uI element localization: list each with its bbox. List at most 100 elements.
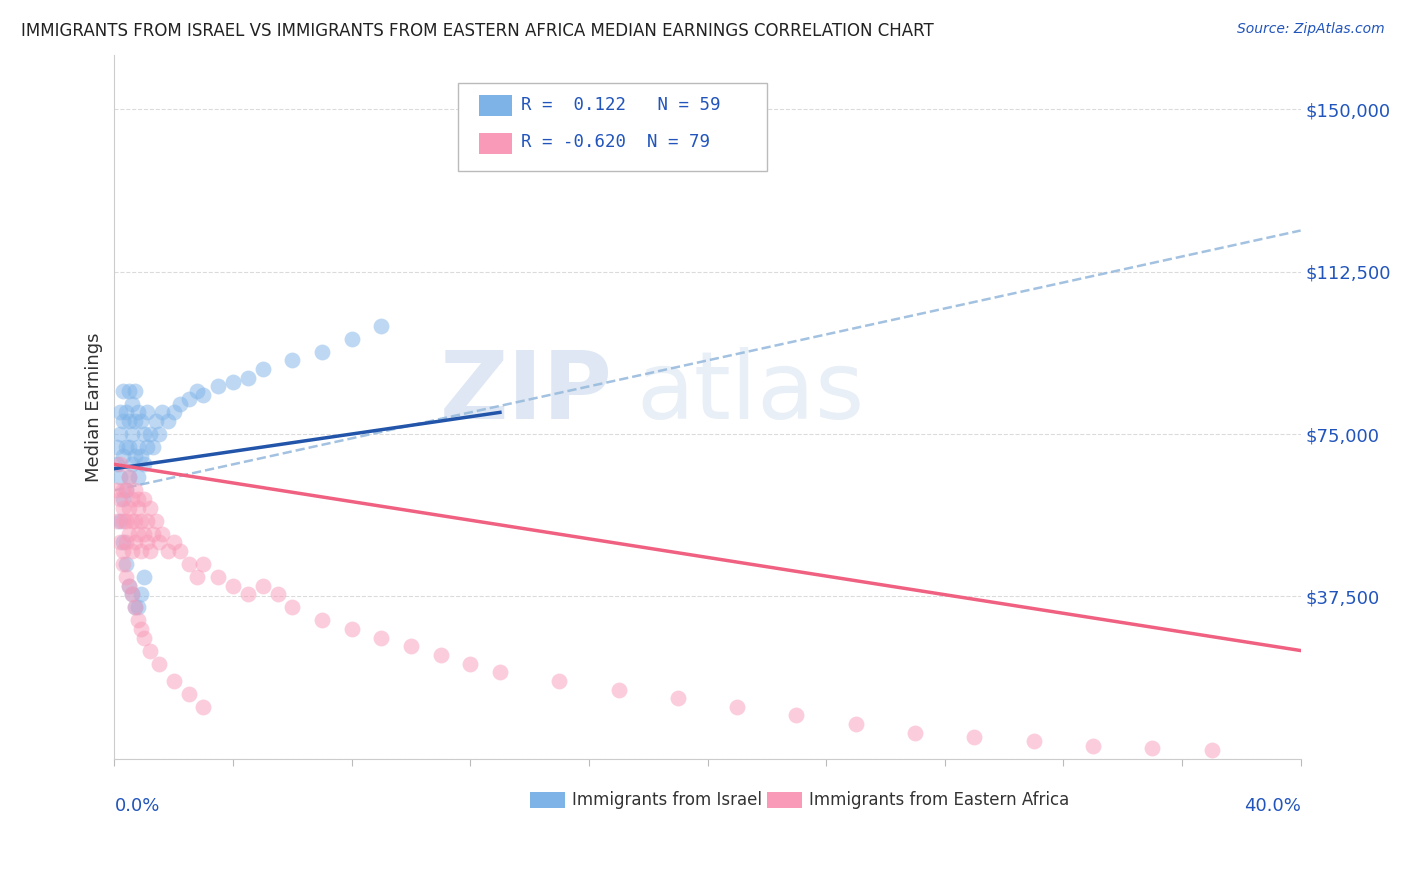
Text: ZIP: ZIP (440, 347, 613, 439)
Text: R =  0.122   N = 59: R = 0.122 N = 59 (522, 96, 721, 114)
Point (607, 682, 630, 697)
Point (132, 631, 155, 645)
Point (118, 440, 141, 454)
FancyBboxPatch shape (458, 83, 766, 171)
Point (340, 332, 363, 346)
Point (207, 570, 229, 584)
Point (129, 622, 152, 636)
Point (124, 384, 146, 398)
Point (136, 440, 159, 454)
Point (127, 500, 149, 515)
Point (311, 344, 333, 359)
Point (145, 514, 167, 528)
Point (145, 414, 167, 428)
Point (139, 500, 162, 515)
Point (186, 570, 208, 584)
Point (121, 544, 143, 558)
Point (139, 427, 162, 442)
Point (118, 470, 141, 484)
Point (115, 535, 138, 549)
Point (110, 514, 132, 528)
Point (266, 587, 288, 601)
Point (340, 622, 363, 636)
Point (148, 427, 170, 442)
Point (281, 353, 304, 368)
Point (121, 587, 143, 601)
Bar (478, 95, 512, 116)
Point (105, 440, 128, 454)
Text: 0.0%: 0.0% (114, 797, 160, 815)
Point (222, 375, 245, 389)
Text: Source: ZipAtlas.com: Source: ZipAtlas.com (1237, 22, 1385, 37)
Point (963, 730, 986, 744)
Point (115, 440, 138, 454)
Point (121, 458, 143, 472)
Point (139, 544, 162, 558)
Point (156, 414, 179, 428)
Point (142, 526, 165, 541)
Point (127, 600, 149, 615)
Point (207, 379, 229, 393)
Point (112, 535, 135, 549)
Point (124, 449, 146, 463)
Point (129, 414, 152, 428)
Point (112, 449, 135, 463)
Point (139, 643, 162, 657)
Point (118, 470, 141, 484)
Point (132, 458, 155, 472)
Point (110, 427, 132, 442)
Point (177, 392, 200, 407)
Point (129, 514, 152, 528)
Bar (766, 792, 801, 808)
Point (132, 427, 155, 442)
Point (725, 699, 748, 714)
Point (110, 405, 132, 419)
Point (193, 388, 215, 402)
Point (163, 535, 186, 549)
Point (148, 535, 170, 549)
Point (127, 405, 149, 419)
Text: Immigrants from Israel: Immigrants from Israel (572, 791, 762, 809)
Point (112, 414, 135, 428)
Text: atlas: atlas (637, 347, 865, 439)
Point (1022, 734, 1045, 748)
Point (399, 639, 422, 653)
Point (115, 483, 138, 498)
Point (121, 587, 143, 601)
Point (236, 370, 259, 384)
Point (118, 578, 141, 592)
Point (252, 578, 274, 592)
Point (177, 557, 200, 571)
Point (311, 613, 333, 627)
Point (121, 397, 143, 411)
Point (132, 570, 155, 584)
Point (118, 414, 141, 428)
Point (112, 491, 135, 506)
Text: IMMIGRANTS FROM ISRAEL VS IMMIGRANTS FROM EASTERN AFRICA MEDIAN EARNINGS CORRELA: IMMIGRANTS FROM ISRAEL VS IMMIGRANTS FRO… (21, 22, 934, 40)
Point (112, 557, 135, 571)
Point (904, 726, 927, 740)
Point (169, 544, 191, 558)
Point (1201, 743, 1223, 757)
Point (112, 514, 135, 528)
Point (148, 657, 170, 671)
Point (115, 570, 138, 584)
Point (115, 405, 138, 419)
Point (129, 449, 152, 463)
Point (127, 491, 149, 506)
Point (105, 514, 128, 528)
Point (112, 544, 135, 558)
Point (105, 458, 128, 472)
Point (142, 440, 165, 454)
Point (115, 483, 138, 498)
Point (222, 578, 245, 592)
Point (124, 483, 146, 498)
Point (169, 397, 191, 411)
Point (136, 535, 159, 549)
Point (127, 470, 149, 484)
Point (118, 526, 141, 541)
Point (112, 384, 135, 398)
Point (112, 483, 135, 498)
Point (105, 483, 128, 498)
Point (127, 440, 149, 454)
